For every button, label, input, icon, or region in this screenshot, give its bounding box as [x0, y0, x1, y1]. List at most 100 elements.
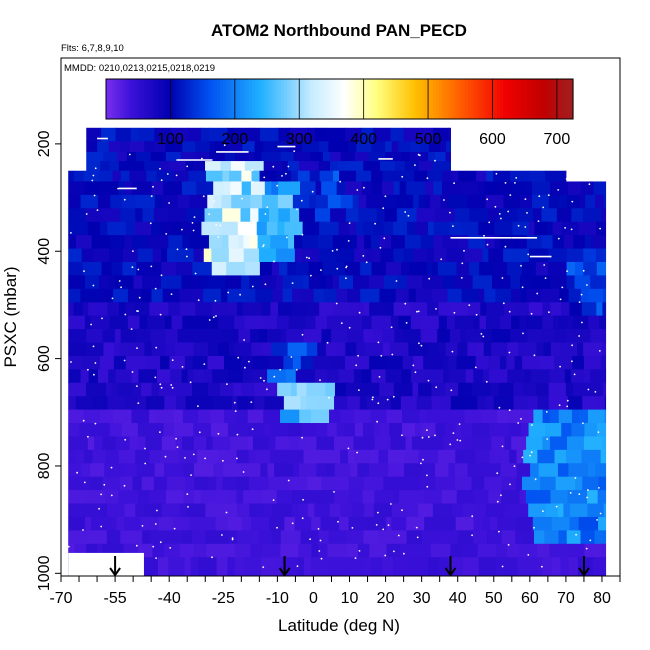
- track-point: [356, 189, 359, 191]
- heatmap-cell: [316, 396, 323, 411]
- heatmap-cell: [481, 409, 498, 424]
- heatmap-cell: [537, 396, 550, 411]
- heatmap-cell: [250, 543, 263, 558]
- heatmap-cell: [509, 449, 518, 464]
- track-point: [426, 485, 429, 488]
- track-point: [219, 224, 222, 227]
- heatmap-cell: [500, 355, 507, 370]
- heatmap-cell: [435, 530, 444, 545]
- heatmap-cell: [222, 170, 230, 182]
- heatmap-cell: [369, 302, 386, 317]
- heatmap-cell: [227, 288, 247, 303]
- heatmap-cell: [484, 463, 501, 478]
- track-point: [100, 493, 102, 496]
- colorbar-segment: [228, 79, 233, 119]
- y-axis-label: PSXC (mbar): [1, 266, 20, 367]
- heatmap-cell: [294, 516, 312, 531]
- heatmap-cell: [283, 396, 301, 411]
- track-point: [222, 459, 224, 462]
- colorbar-segment: [409, 79, 414, 119]
- colorbar-segment: [184, 79, 189, 119]
- heatmap-cell: [198, 409, 211, 424]
- heatmap-cell: [267, 463, 275, 478]
- colorbar-segment: [421, 79, 425, 119]
- heatmap-cell: [529, 170, 546, 182]
- heatmap-cell: [361, 181, 372, 196]
- heatmap-cell: [410, 315, 422, 330]
- heatmap-cell: [316, 463, 327, 478]
- track-point: [204, 258, 207, 260]
- heatmap-cell: [581, 449, 602, 464]
- heatmap-cell: [595, 463, 607, 478]
- colorbar-segment: [345, 79, 349, 119]
- heatmap-cell: [68, 530, 89, 545]
- track-point: [443, 199, 445, 201]
- heatmap-cell: [457, 342, 468, 357]
- track-point: [363, 186, 365, 189]
- heatmap-cell: [542, 409, 551, 424]
- heatmap-cell: [373, 127, 391, 142]
- heatmap-cell: [569, 516, 580, 531]
- heatmap-cell: [187, 127, 202, 142]
- heatmap-cell: [294, 235, 303, 250]
- heatmap-cell: [113, 409, 132, 424]
- track-point: [426, 474, 428, 477]
- heatmap-cell: [148, 516, 160, 531]
- track-point: [91, 179, 94, 182]
- heatmap-cell: [120, 170, 130, 182]
- heatmap-cell: [115, 127, 132, 142]
- heatmap-cell: [154, 463, 165, 478]
- heatmap-cell: [100, 161, 110, 172]
- heatmap-cell: [309, 170, 321, 182]
- track-point: [453, 311, 456, 314]
- track-point: [426, 429, 428, 431]
- heatmap-cell: [566, 436, 585, 451]
- heatmap-cell: [91, 235, 101, 250]
- heatmap-cell: [160, 221, 176, 236]
- heatmap-cell: [200, 516, 217, 531]
- track-point: [169, 547, 172, 549]
- heatmap-cell: [189, 516, 201, 531]
- heatmap-cell: [569, 302, 583, 317]
- track-point: [242, 168, 245, 171]
- track-point: [504, 182, 507, 184]
- heatmap-cell: [521, 476, 541, 491]
- track-point: [184, 457, 186, 459]
- heatmap-cell: [510, 288, 522, 303]
- colorbar-segment: [406, 79, 411, 119]
- heatmap-cell: [571, 409, 580, 424]
- heatmap-cell: [563, 503, 571, 518]
- heatmap-cell: [193, 423, 212, 437]
- heatmap-cell: [112, 170, 122, 182]
- colorbar-segment: [535, 79, 539, 119]
- heatmap-cell: [547, 261, 568, 276]
- colorbar-segment: [138, 79, 142, 119]
- track-point: [474, 366, 477, 369]
- heatmap-cell: [260, 463, 268, 478]
- track-point: [415, 526, 418, 529]
- flights-subtitle: Flts: 6,7,8,9,10: [61, 43, 124, 54]
- heatmap-cell: [207, 194, 215, 209]
- heatmap-cell: [420, 235, 434, 250]
- heatmap-cell: [228, 248, 245, 263]
- colorbar-segment: [485, 79, 489, 119]
- heatmap-cell: [107, 396, 126, 411]
- colorbar-segment: [149, 79, 154, 119]
- heatmap-cell: [200, 275, 208, 290]
- colorbar-segment: [231, 79, 236, 119]
- heatmap-cell: [290, 127, 308, 142]
- track-point: [175, 174, 178, 177]
- heatmap-cell: [177, 194, 191, 209]
- heatmap-cell: [164, 315, 172, 330]
- track-point: [160, 179, 163, 182]
- track-point: [243, 339, 246, 341]
- colorbar-segment: [243, 79, 247, 119]
- colorbar-frame: [105, 78, 574, 120]
- heatmap-cell: [546, 221, 554, 236]
- heatmap-cell: [365, 557, 372, 577]
- heatmap-cell: [440, 409, 453, 424]
- heatmap-cell: [325, 463, 336, 478]
- heatmap-cell: [84, 449, 93, 464]
- colorbar-segment: [564, 79, 568, 119]
- heatmap-cell: [127, 288, 143, 303]
